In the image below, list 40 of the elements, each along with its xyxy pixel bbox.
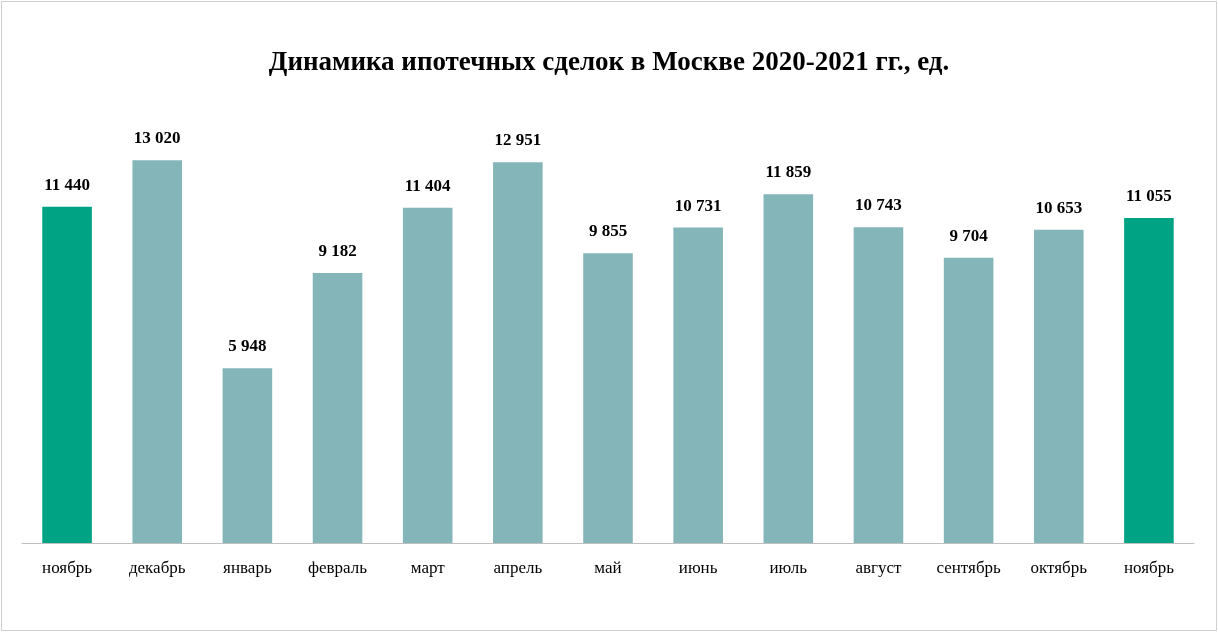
bar	[583, 253, 633, 543]
bar	[763, 194, 814, 543]
data-label: 9 182	[318, 241, 357, 261]
bar	[853, 227, 904, 543]
x-tick-label: август	[855, 558, 903, 577]
x-tick-label: июнь	[678, 558, 718, 577]
bar	[402, 207, 453, 543]
bar	[943, 257, 994, 543]
data-label: 12 951	[494, 130, 542, 150]
chart-title: Динамика ипотечных сделок в Москве 2020-2021 гг., ед.	[268, 45, 950, 76]
bar	[132, 160, 183, 543]
data-label: 11 055	[1126, 185, 1172, 205]
data-label: 10 743	[855, 195, 902, 215]
data-label: 11 859	[765, 162, 812, 182]
data-label: 10 731	[674, 195, 722, 215]
data-label: 9 855	[588, 221, 628, 241]
bar	[1033, 229, 1084, 543]
x-tick-label: октябрь	[1030, 558, 1088, 577]
data-label: 11 404	[404, 175, 452, 195]
data-label: 11 440	[44, 174, 90, 194]
data-label: 10 653	[1035, 197, 1083, 217]
bar	[42, 206, 92, 543]
x-tick-label: ноябрь	[42, 558, 93, 577]
x-tick-label: февраль	[308, 558, 368, 577]
x-tick-label: апрель	[493, 558, 543, 577]
bar	[222, 368, 273, 543]
x-tick-label: май	[594, 558, 622, 577]
data-label: 13 020	[133, 128, 181, 148]
bar	[1124, 217, 1174, 543]
bar	[673, 227, 723, 543]
bar	[312, 273, 363, 543]
bar	[493, 162, 543, 543]
x-tick-label: ноябрь	[1123, 558, 1175, 577]
x-tick-label: март	[410, 558, 446, 577]
x-tick-label: январь	[223, 558, 272, 577]
data-label: 5 948	[228, 336, 267, 356]
x-tick-label: июль	[769, 558, 808, 577]
x-tick-label: сентябрь	[936, 558, 1002, 577]
x-tick-label: декабрь	[128, 558, 186, 577]
data-label: 9 704	[949, 225, 989, 245]
